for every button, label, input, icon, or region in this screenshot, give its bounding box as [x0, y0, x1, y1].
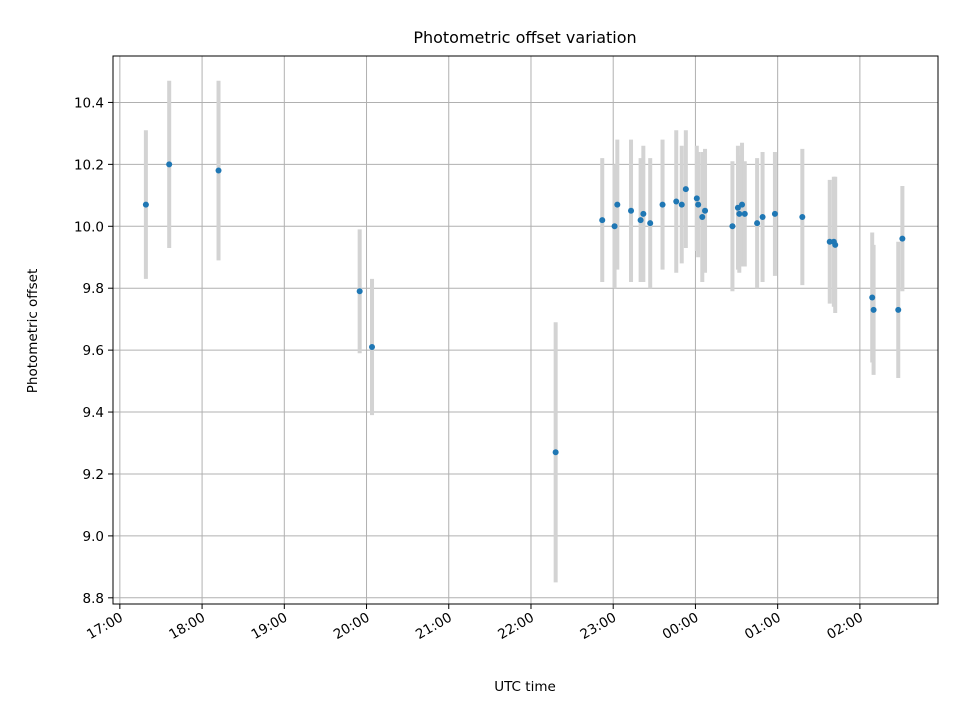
data-point: [759, 213, 766, 220]
data-point: [869, 294, 876, 301]
plot-frame: [112, 55, 939, 605]
data-point: [739, 201, 746, 208]
y-tick-label: 9.4: [83, 405, 104, 421]
chart-title: Photometric offset variation: [413, 28, 636, 47]
data-point: [736, 210, 743, 217]
y-tick-label: 9.8: [83, 281, 104, 297]
data-point: [702, 207, 709, 214]
data-point: [614, 201, 621, 208]
data-point: [832, 241, 839, 248]
data-point: [699, 213, 706, 220]
data-points: [142, 161, 906, 456]
y-tick-label: 9.2: [83, 467, 104, 483]
data-point: [678, 201, 685, 208]
data-point: [870, 306, 877, 313]
data-point: [628, 207, 635, 214]
y-tick-label: 10.4: [74, 95, 104, 111]
data-point: [611, 223, 618, 230]
data-point: [673, 198, 680, 205]
data-point: [166, 161, 173, 168]
data-point: [695, 201, 702, 208]
data-point: [799, 213, 806, 220]
y-axis-label: Photometric offset: [25, 269, 41, 393]
data-point: [899, 235, 906, 242]
y-tick-label: 9.0: [83, 529, 104, 545]
data-point: [729, 223, 736, 230]
data-point: [142, 201, 149, 208]
data-point: [682, 186, 689, 193]
data-point: [647, 220, 654, 227]
data-point: [754, 220, 761, 227]
data-point: [693, 195, 700, 202]
data-point: [369, 344, 376, 351]
data-point: [356, 288, 363, 295]
y-tick-label: 8.8: [83, 591, 104, 607]
x-axis-label: UTC time: [494, 679, 556, 695]
data-point: [215, 167, 222, 174]
grid: [113, 56, 938, 604]
data-point: [826, 238, 833, 245]
data-point: [637, 217, 644, 224]
data-point: [552, 449, 559, 456]
data-point: [640, 210, 647, 217]
y-tick-label: 10.2: [74, 157, 104, 173]
data-point: [599, 217, 606, 224]
data-point: [659, 201, 666, 208]
y-tick-label: 9.6: [83, 343, 104, 359]
y-axis: 8.8 9.0 9.2 9.4 9.6 9.8 10.0 10.2 10.4: [74, 95, 113, 607]
data-point: [734, 204, 741, 211]
data-point: [895, 306, 902, 313]
y-tick-label: 10.0: [74, 219, 104, 235]
data-point: [741, 210, 748, 217]
data-point: [771, 210, 778, 217]
